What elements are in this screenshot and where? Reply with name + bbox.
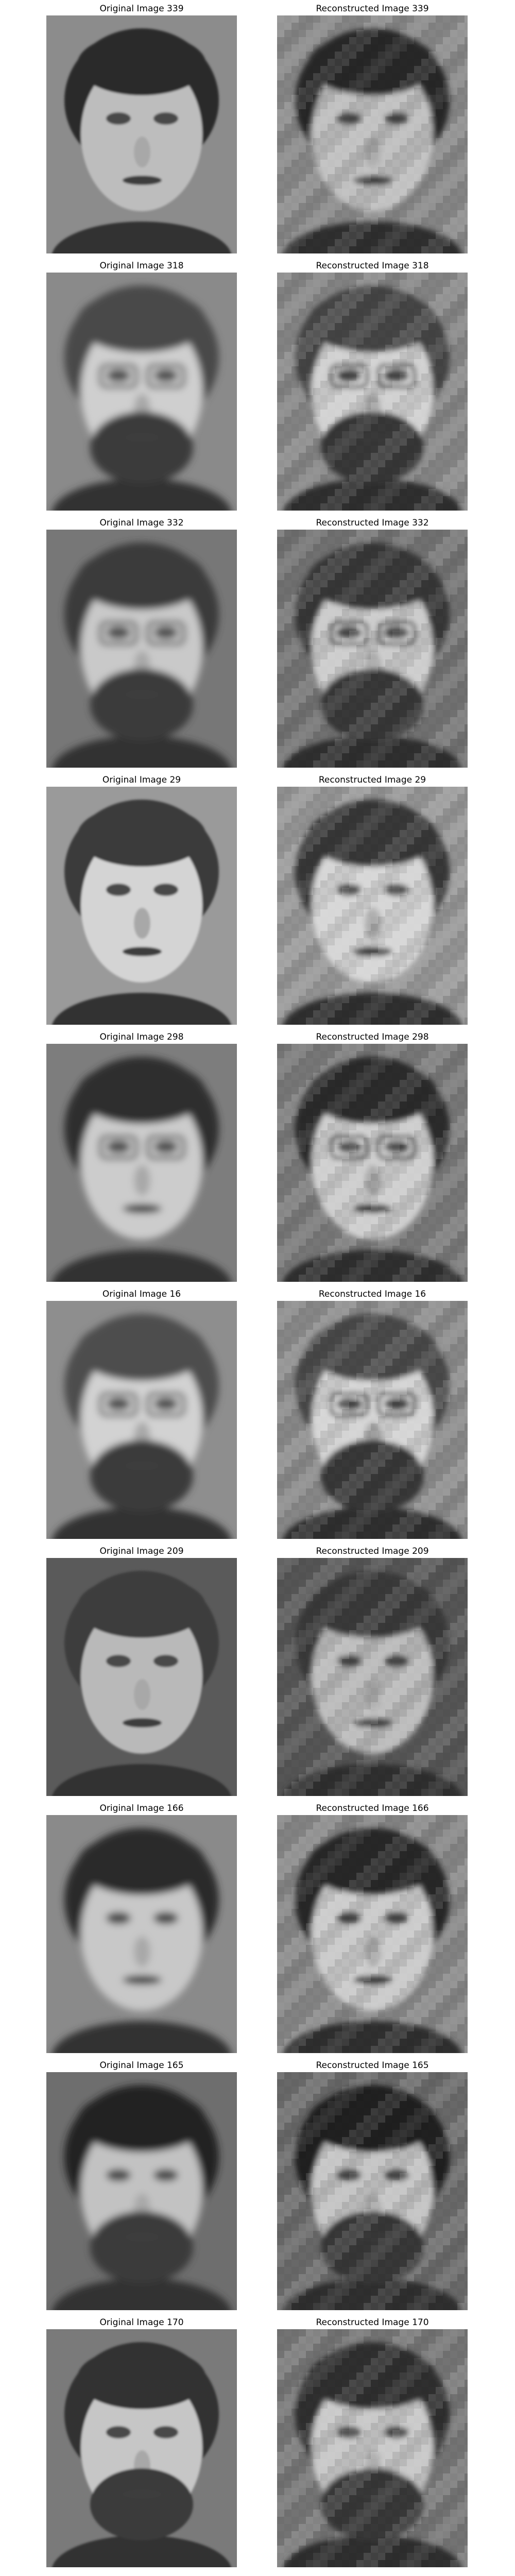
- reconstructed-image-title: Reconstructed Image 166: [316, 1803, 429, 1814]
- original-image-cell: Original Image 339: [46, 2, 237, 253]
- original-face-photo: [46, 787, 237, 1025]
- original-image-cell: Original Image 165: [46, 2059, 237, 2310]
- reconstructed-face-photo: [277, 15, 468, 253]
- original-image-title: Original Image 209: [99, 1546, 184, 1556]
- original-image-cell: Original Image 29: [46, 773, 237, 1025]
- reconstructed-image-title: Reconstructed Image 339: [316, 4, 429, 14]
- reconstructed-image-title: Reconstructed Image 165: [316, 2060, 429, 2071]
- original-image-title: Original Image 332: [99, 518, 184, 528]
- original-image-cell: Original Image 298: [46, 1030, 237, 1282]
- reconstructed-face-photo: [277, 530, 468, 768]
- reconstructed-image-cell: Reconstructed Image 166: [277, 1802, 468, 2053]
- reconstructed-image-title: Reconstructed Image 170: [316, 2317, 429, 2328]
- original-face-photo: [46, 1558, 237, 1796]
- original-face-photo: [46, 530, 237, 768]
- original-image-cell: Original Image 170: [46, 2316, 237, 2567]
- reconstructed-face-photo: [277, 273, 468, 511]
- reconstructed-face-photo: [277, 1558, 468, 1796]
- original-image-title: Original Image 166: [99, 1803, 184, 1814]
- reconstructed-face-photo: [277, 1815, 468, 2053]
- reconstructed-face-photo: [277, 2329, 468, 2567]
- reconstructed-image-title: Reconstructed Image 209: [316, 1546, 429, 1556]
- reconstructed-image-title: Reconstructed Image 298: [316, 1032, 429, 1042]
- original-image-cell: Original Image 16: [46, 1287, 237, 1539]
- reconstructed-image-title: Reconstructed Image 332: [316, 518, 429, 528]
- reconstructed-face-photo: [277, 2072, 468, 2310]
- reconstructed-face-photo: [277, 1044, 468, 1282]
- original-image-title: Original Image 298: [99, 1032, 184, 1042]
- reconstructed-image-cell: Reconstructed Image 332: [277, 516, 468, 768]
- original-face-photo: [46, 1301, 237, 1539]
- original-face-photo: [46, 1815, 237, 2053]
- original-image-title: Original Image 318: [99, 261, 184, 271]
- reconstructed-image-cell: Reconstructed Image 339: [277, 2, 468, 253]
- original-image-title: Original Image 165: [99, 2060, 184, 2071]
- original-face-photo: [46, 15, 237, 253]
- reconstructed-face-photo: [277, 1301, 468, 1539]
- reconstructed-image-cell: Reconstructed Image 165: [277, 2059, 468, 2310]
- original-face-photo: [46, 2072, 237, 2310]
- reconstructed-image-title: Reconstructed Image 29: [318, 775, 426, 785]
- reconstructed-image-cell: Reconstructed Image 209: [277, 1545, 468, 1796]
- reconstructed-image-cell: Reconstructed Image 16: [277, 1287, 468, 1539]
- reconstructed-image-cell: Reconstructed Image 170: [277, 2316, 468, 2567]
- original-face-photo: [46, 2329, 237, 2567]
- reconstructed-image-title: Reconstructed Image 318: [316, 261, 429, 271]
- reconstructed-face-photo: [277, 787, 468, 1025]
- original-image-title: Original Image 339: [99, 4, 184, 14]
- original-image-cell: Original Image 209: [46, 1545, 237, 1796]
- reconstructed-image-cell: Reconstructed Image 298: [277, 1030, 468, 1282]
- original-image-title: Original Image 29: [102, 775, 181, 785]
- original-image-cell: Original Image 166: [46, 1802, 237, 2053]
- reconstructed-image-title: Reconstructed Image 16: [318, 1289, 426, 1299]
- reconstructed-image-cell: Reconstructed Image 318: [277, 259, 468, 511]
- original-image-cell: Original Image 332: [46, 516, 237, 768]
- original-face-photo: [46, 1044, 237, 1282]
- original-image-title: Original Image 170: [99, 2317, 184, 2328]
- original-image-cell: Original Image 318: [46, 259, 237, 511]
- original-image-title: Original Image 16: [102, 1289, 181, 1299]
- reconstructed-image-cell: Reconstructed Image 29: [277, 773, 468, 1025]
- original-face-photo: [46, 273, 237, 511]
